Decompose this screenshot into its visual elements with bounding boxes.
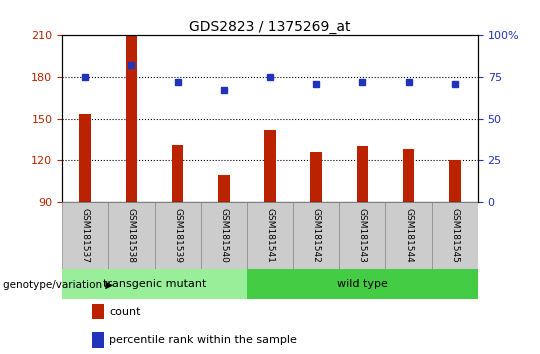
- Text: GSM181541: GSM181541: [266, 208, 274, 263]
- Text: GSM181543: GSM181543: [358, 208, 367, 263]
- Bar: [247, 269, 478, 299]
- Bar: [62, 269, 247, 299]
- Bar: [79, 114, 91, 202]
- Bar: [356, 146, 368, 202]
- Text: GSM181542: GSM181542: [312, 208, 321, 263]
- Bar: [386, 202, 431, 269]
- Bar: [218, 176, 230, 202]
- Text: GSM181538: GSM181538: [127, 208, 136, 263]
- Bar: [310, 152, 322, 202]
- Text: GSM181540: GSM181540: [219, 208, 228, 263]
- Text: GSM181537: GSM181537: [80, 208, 90, 263]
- Text: percentile rank within the sample: percentile rank within the sample: [109, 335, 297, 345]
- Bar: [431, 202, 478, 269]
- Bar: [247, 202, 293, 269]
- Bar: [293, 202, 339, 269]
- Bar: [109, 202, 154, 269]
- Text: GSM181545: GSM181545: [450, 208, 460, 263]
- Title: GDS2823 / 1375269_at: GDS2823 / 1375269_at: [189, 21, 351, 34]
- Bar: [403, 149, 414, 202]
- Bar: [264, 130, 276, 202]
- Text: GSM181544: GSM181544: [404, 208, 413, 263]
- Bar: [172, 145, 184, 202]
- Text: wild type: wild type: [337, 279, 388, 289]
- Bar: [339, 202, 386, 269]
- Bar: [449, 160, 461, 202]
- Text: genotype/variation ▶: genotype/variation ▶: [3, 280, 113, 290]
- Text: transgenic mutant: transgenic mutant: [103, 279, 206, 289]
- Bar: [126, 35, 137, 202]
- Bar: [154, 202, 201, 269]
- Text: GSM181539: GSM181539: [173, 208, 182, 263]
- Text: count: count: [109, 307, 140, 316]
- Bar: [201, 202, 247, 269]
- Bar: [62, 202, 109, 269]
